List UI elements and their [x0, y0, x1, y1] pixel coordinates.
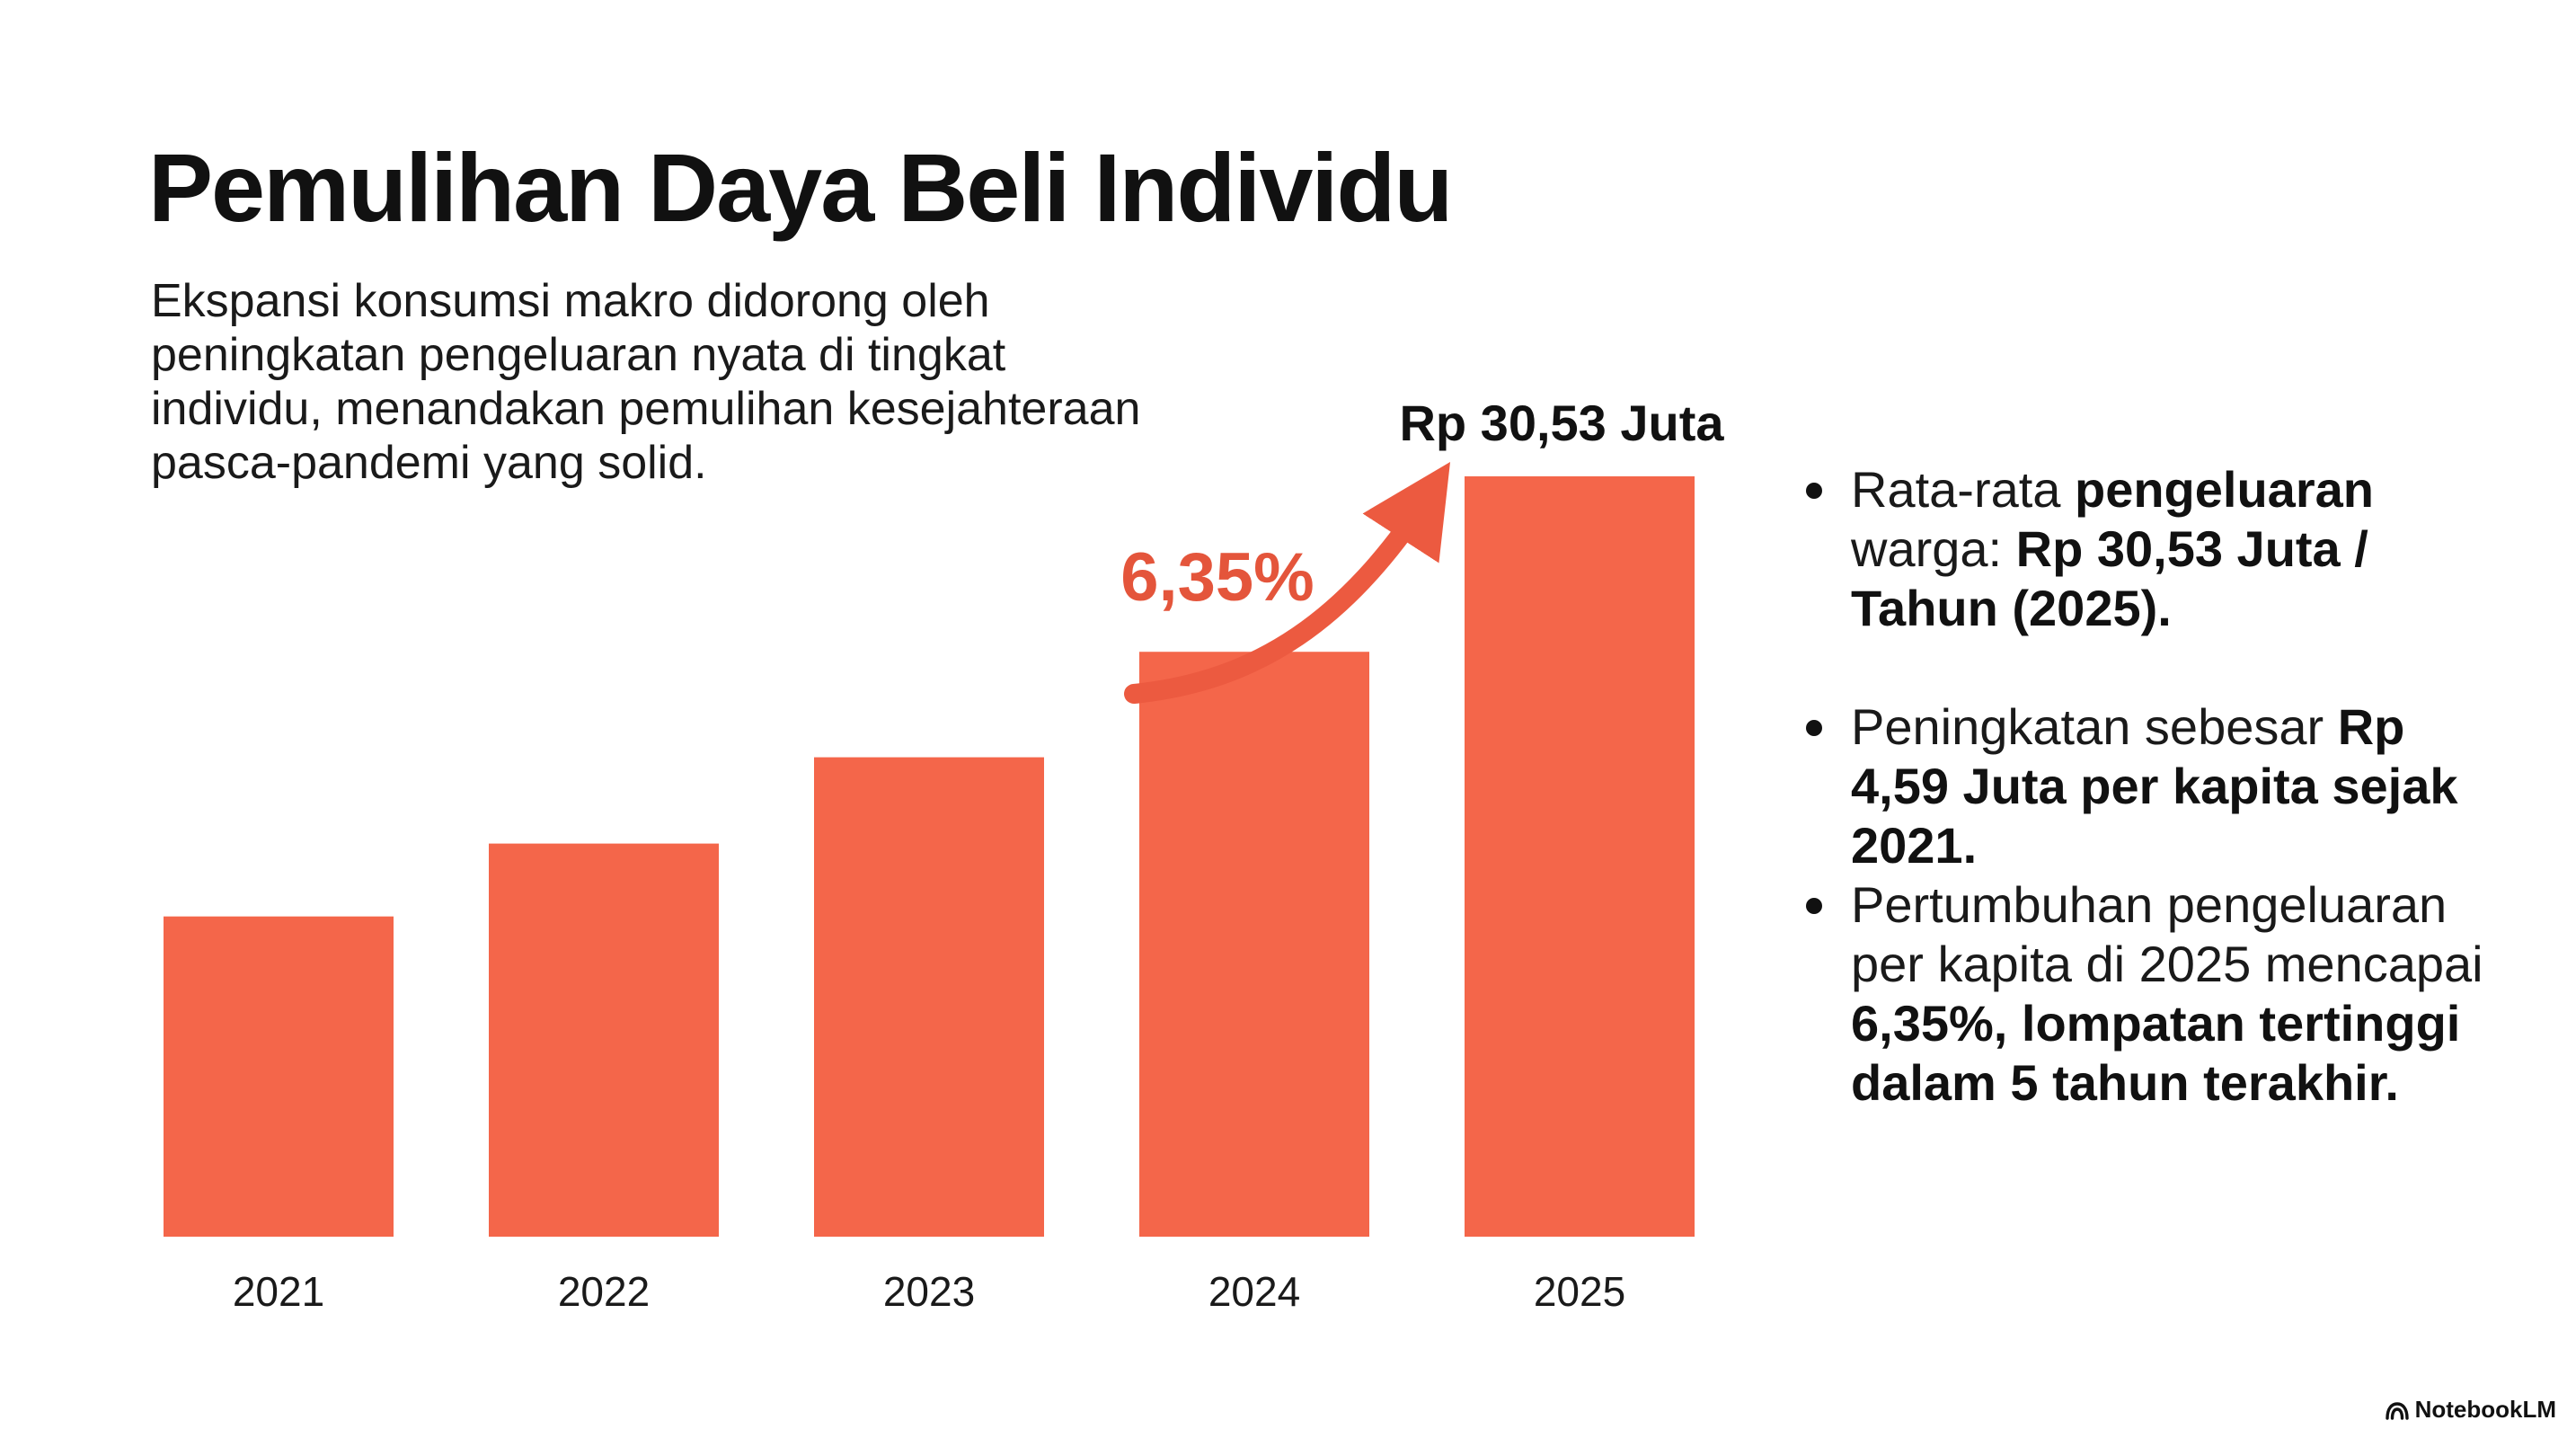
growth-percentage-label: 6,35%: [1120, 539, 1315, 616]
bar-2024: [1139, 652, 1369, 1237]
bar-2023: [814, 757, 1044, 1237]
bar-2021: [164, 916, 394, 1237]
bullet-text: warga:: [1851, 520, 2016, 577]
x-tick-label-2022: 2022: [558, 1268, 650, 1315]
bullet-text: Peningkatan sebesar: [1851, 698, 2338, 755]
x-tick-label-2024: 2024: [1208, 1268, 1300, 1315]
growth-arrow-icon: [1124, 462, 1451, 704]
brand-badge: NotebookLM: [2385, 1396, 2556, 1424]
bullet-growth: Pertumbuhan pengeluaran per kapita di 20…: [1806, 875, 2489, 1113]
bullet-average-spending: Rata-rata pengeluaran warga: Rp 30,53 Ju…: [1806, 460, 2489, 638]
x-tick-labels: 2021 2022 2023 2024 2025: [233, 1268, 1625, 1315]
bar-2025: [1465, 476, 1695, 1237]
bar-value-label-2025: Rp 30,53 Juta: [1399, 395, 1724, 451]
bullet-bold-text: Rp 30,53 Juta / Tahun (2025).: [1851, 520, 2368, 636]
notebooklm-logo-icon: [2385, 1401, 2409, 1420]
bullet-bold-text: Rp 4,59 Juta per kapita sejak 2021.: [1851, 698, 2458, 874]
bars-group: [164, 476, 1695, 1237]
x-tick-label-2021: 2021: [233, 1268, 324, 1315]
bar-2022: [489, 843, 719, 1237]
page-subtitle: Ekspansi konsumsi makro didorong oleh pe…: [151, 275, 1141, 489]
page-title: Pemulihan Daya Beli Individu: [148, 133, 1453, 242]
bullet-bold-text: pengeluaran: [2075, 461, 2374, 518]
x-tick-label-2023: 2023: [883, 1268, 975, 1315]
bullet-bold-text: 6,35%, lompatan tertinggi dalam 5 tahun …: [1851, 995, 2461, 1111]
key-points-list: Rata-rata pengeluaran warga: Rp 30,53 Ju…: [1806, 460, 2489, 1113]
x-tick-label-2025: 2025: [1534, 1268, 1625, 1315]
bullet-text: Rata-rata: [1851, 461, 2075, 518]
brand-label: NotebookLM: [2414, 1396, 2556, 1423]
bullet-increase: Peningkatan sebesar Rp 4,59 Juta per kap…: [1806, 697, 2489, 875]
bullet-text: Pertumbuhan pengeluaran per kapita di 20…: [1851, 876, 2483, 992]
